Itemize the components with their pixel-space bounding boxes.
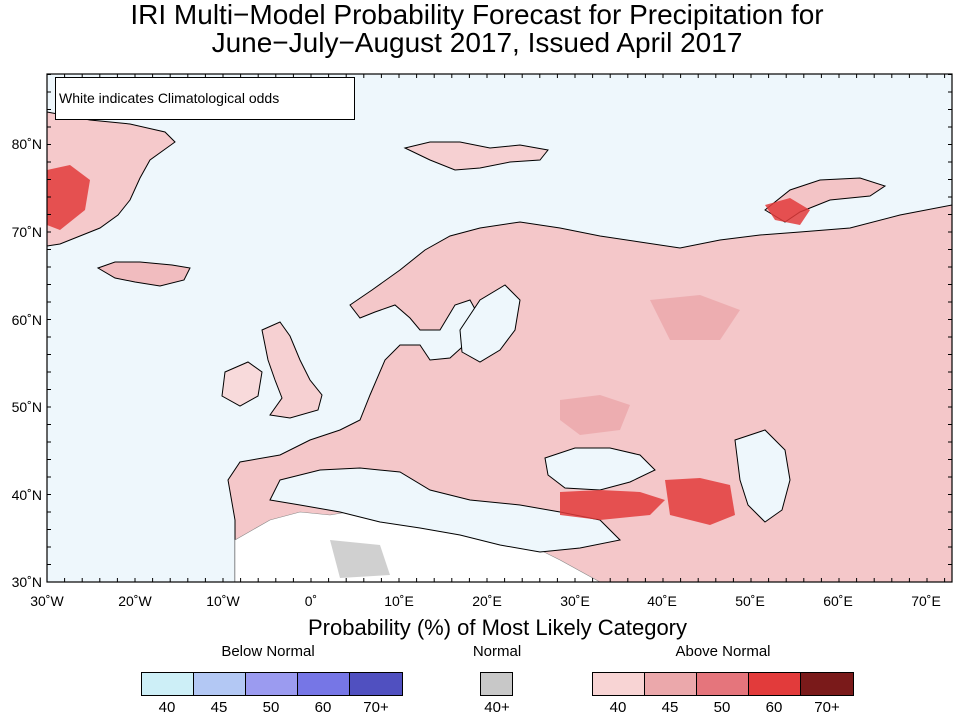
lon-label-10w: 10˚W — [206, 593, 240, 609]
map-title-line1: IRI Multi−Model Probability Forecast for… — [130, 0, 824, 30]
above-tick-40: 40 — [609, 699, 627, 716]
climatology-note: White indicates Climatological odds — [55, 77, 355, 120]
iceland-landmass — [96, 261, 191, 287]
lat-label-70n: 70˚N — [11, 224, 42, 240]
lat-label-60n: 60˚N — [11, 312, 42, 328]
above-normal-swatch-60 — [748, 672, 801, 696]
below-tick-45: 45 — [210, 699, 228, 716]
above-normal-label: Above Normal — [675, 643, 771, 660]
above-normal-swatch-40 — [592, 672, 645, 696]
map-title-line2: June−July−August 2017, Issued April 2017 — [211, 27, 743, 58]
normal-swatch-40 — [480, 672, 513, 696]
hotspot-turkey — [560, 490, 665, 520]
lon-label-20w: 20˚W — [118, 593, 152, 609]
lon-label-40e: 40˚E — [647, 593, 677, 609]
lon-label-0: 0˚ — [304, 593, 318, 609]
below-normal-label: Below Normal — [221, 643, 315, 660]
lon-label-30w: 30˚W — [30, 593, 64, 609]
hotspot-caucasus — [665, 478, 735, 525]
above-tick-50: 50 — [713, 699, 731, 716]
lon-label-50e: 50˚E — [735, 593, 765, 609]
lat-label-40n: 40˚N — [11, 487, 42, 503]
great-britain-landmass — [261, 321, 323, 419]
axis-ticks — [46, 74, 952, 583]
above-tick-45: 45 — [661, 699, 679, 716]
below-tick-70: 70+ — [363, 699, 389, 716]
below-normal-swatch-60 — [297, 672, 350, 696]
below-normal-swatch-50 — [245, 672, 298, 696]
hotspot-ukraine — [560, 395, 630, 435]
forecast-map — [46, 73, 953, 583]
below-normal-swatch-45 — [193, 672, 246, 696]
below-tick-50: 50 — [262, 699, 280, 716]
svalbard-landmass — [403, 141, 549, 171]
ireland-landmass — [221, 361, 263, 407]
hotspot-russia — [650, 295, 740, 340]
above-normal-swatch-70 — [800, 672, 854, 696]
hotspot-greenland — [47, 165, 90, 230]
lon-label-70e: 70˚E — [911, 593, 941, 609]
lon-label-30e: 30˚E — [560, 593, 590, 609]
hotspot-sahara — [330, 540, 390, 578]
black-sea — [544, 447, 656, 491]
lat-label-30n: 30˚N — [11, 574, 42, 590]
below-tick-40: 40 — [158, 699, 176, 716]
normal-tick-40: 40+ — [484, 699, 510, 716]
normal-label: Normal — [472, 643, 522, 660]
hotspot-novaya-zemlya — [765, 198, 810, 225]
below-normal-swatch-40 — [141, 672, 194, 696]
caspian-sea — [734, 429, 791, 523]
above-tick-70: 70+ — [814, 699, 840, 716]
lon-label-10e: 10˚E — [384, 593, 414, 609]
lon-label-20e: 20˚E — [472, 593, 502, 609]
lat-label-50n: 50˚N — [11, 399, 42, 415]
colorbar-title: Probability (%) of Most Likely Category — [307, 615, 688, 640]
mediterranean-sea — [269, 467, 622, 553]
baltic-sea — [459, 284, 521, 363]
above-normal-swatch-50 — [696, 672, 749, 696]
below-normal-swatch-70 — [349, 672, 403, 696]
lon-label-60e: 60˚E — [823, 593, 853, 609]
above-tick-60: 60 — [765, 699, 783, 716]
below-tick-60: 60 — [314, 699, 332, 716]
map-frame — [46, 73, 953, 583]
above-normal-swatch-45 — [644, 672, 697, 696]
lat-label-80n: 80˚N — [11, 136, 42, 152]
